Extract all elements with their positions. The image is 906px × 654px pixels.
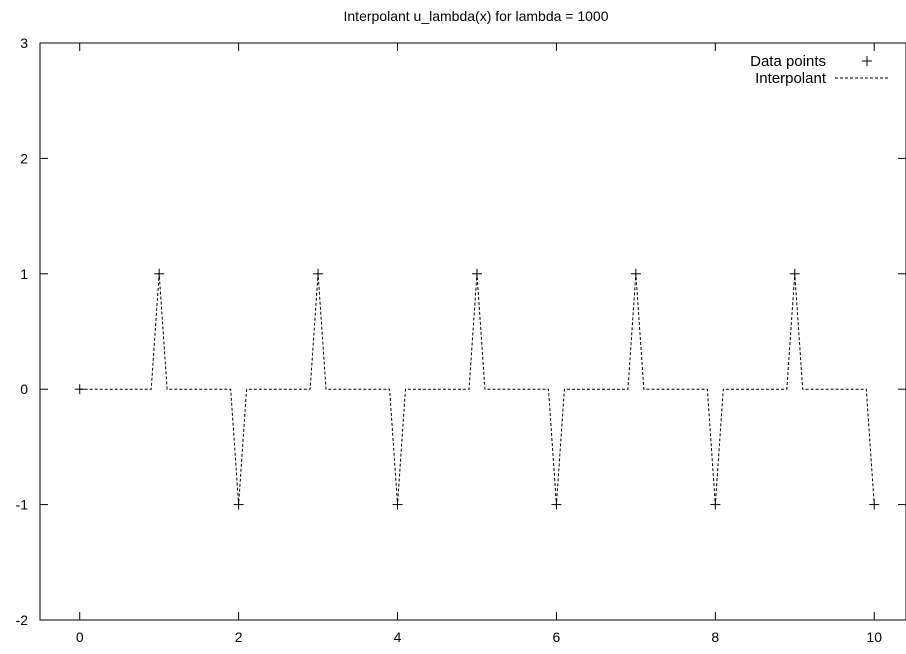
y-tick-label: -1 bbox=[16, 497, 29, 513]
x-tick-label: 4 bbox=[394, 629, 402, 645]
data-point bbox=[392, 499, 403, 510]
x-tick-label: 2 bbox=[235, 629, 243, 645]
y-tick-label: 3 bbox=[20, 35, 28, 51]
data-point bbox=[471, 268, 482, 279]
x-tick-label: 10 bbox=[866, 629, 882, 645]
data-point bbox=[74, 384, 85, 395]
legend-marker-data-points bbox=[862, 56, 872, 66]
axis-ticks: 0 2 4 6 8 10 -2 -1 0 1 2 3 bbox=[16, 35, 906, 645]
data-point bbox=[154, 268, 165, 279]
x-tick-label: 6 bbox=[553, 629, 561, 645]
x-tick-label: 0 bbox=[76, 629, 84, 645]
series-layer bbox=[74, 268, 880, 510]
data-point bbox=[789, 268, 800, 279]
legend-label: Data points bbox=[750, 53, 826, 70]
legend-label: Interpolant bbox=[755, 70, 827, 87]
chart-title: Interpolant u_lambda(x) for lambda = 100… bbox=[344, 8, 609, 24]
x-tick-label: 8 bbox=[711, 629, 719, 645]
y-tick-label: 1 bbox=[20, 266, 28, 282]
y-tick-label: 2 bbox=[20, 150, 28, 166]
y-tick-label: -2 bbox=[16, 612, 29, 628]
series-line-interpolant bbox=[79, 273, 875, 505]
data-point bbox=[710, 499, 721, 510]
data-point bbox=[551, 499, 562, 510]
data-point bbox=[233, 499, 244, 510]
plot-frame bbox=[39, 42, 906, 621]
y-tick-label: 0 bbox=[20, 381, 28, 397]
data-point bbox=[630, 268, 641, 279]
data-point bbox=[869, 499, 880, 510]
data-point bbox=[313, 268, 324, 279]
